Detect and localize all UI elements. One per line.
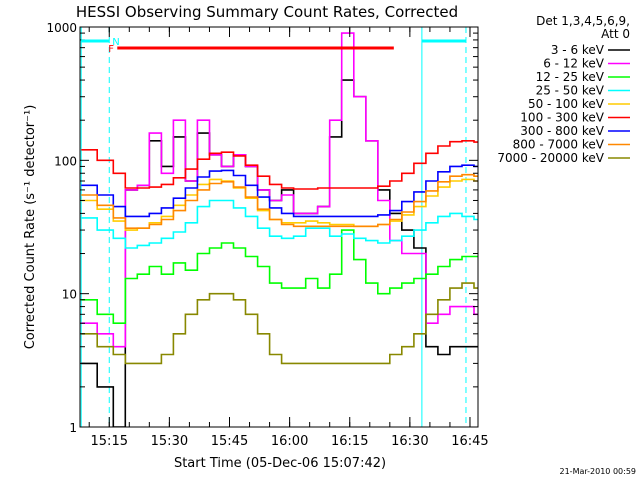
legend-label-5: 100 - 300 keV — [520, 111, 604, 125]
legend-header-detectors: Det 1,3,4,5,6,9, — [536, 14, 630, 28]
legend-label-0: 3 - 6 keV — [551, 43, 605, 57]
legend-header-attenuator: Att 0 — [601, 27, 630, 41]
plot-frame — [79, 26, 479, 428]
series-line-1 — [81, 32, 478, 348]
series-line-6 — [81, 164, 478, 218]
y-axis-label: Corrected Count Rate (s⁻¹ detector⁻¹) — [23, 105, 38, 350]
legend-label-3: 25 - 50 keV — [536, 84, 605, 98]
x-axis: 15:15 15:30 15:45 16:00 16:15 16:30 16:45 — [88, 27, 489, 449]
legend-label-4: 50 - 100 keV — [528, 97, 605, 111]
y-tick-label-1000: 1000 — [46, 21, 77, 35]
y-tick-label-10: 10 — [62, 288, 77, 302]
y-tick-label-1: 1 — [69, 421, 77, 435]
x-tick-label-3: 16:00 — [271, 434, 308, 449]
x-tick-label-1: 15:30 — [151, 434, 188, 449]
y-tick-label-100: 100 — [54, 154, 77, 168]
series-line-2 — [81, 229, 478, 324]
timestamp: 21-Mar-2010 00:59 — [560, 467, 637, 476]
series-line-7 — [81, 173, 478, 229]
legend-label-6: 300 - 800 keV — [520, 124, 604, 138]
series-line-5 — [81, 140, 478, 190]
x-axis-label: Start Time (05-Dec-06 15:07:42) — [174, 456, 386, 471]
legend-label-8: 7000 - 20000 keV — [497, 151, 604, 165]
x-tick-label-6: 16:45 — [451, 434, 488, 449]
x-tick-label-0: 15:15 — [91, 434, 128, 449]
y-axis: 1 10 100 1000 — [46, 21, 478, 435]
flag-label-0: N — [112, 37, 119, 48]
legend-label-2: 12 - 25 keV — [536, 70, 605, 84]
series-line-3 — [81, 199, 478, 249]
legend-label-7: 800 - 7000 keV — [513, 138, 605, 152]
x-tick-label-5: 16:30 — [391, 434, 428, 449]
series-line-4 — [81, 178, 478, 231]
flag-label-1: F — [108, 44, 114, 55]
chart-title: HESSI Observing Summary Count Rates, Cor… — [76, 3, 458, 21]
plot-area — [80, 27, 478, 427]
legend-label-1: 6 - 12 keV — [543, 57, 605, 71]
series-line-8 — [81, 282, 478, 365]
x-tick-label-4: 16:15 — [331, 434, 368, 449]
x-tick-label-2: 15:45 — [211, 434, 248, 449]
